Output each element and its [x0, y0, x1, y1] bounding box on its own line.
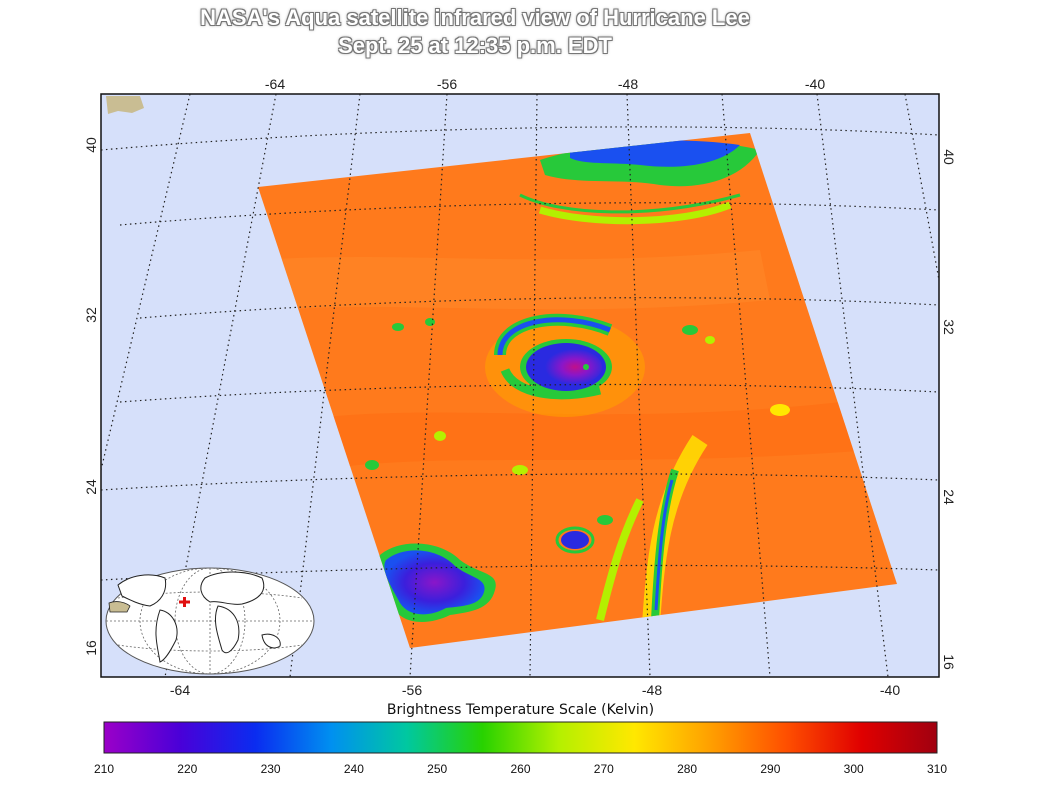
colorbar-tick-label: 310: [927, 762, 947, 776]
image-title: NASA's Aqua satellite infrared view of H…: [200, 5, 750, 30]
location-marker-icon: [179, 597, 190, 607]
lat-label-right: 16: [941, 654, 957, 670]
image-subtitle: Sept. 25 at 12:35 p.m. EDT: [338, 33, 612, 58]
colorbar-tick-label: 290: [760, 762, 780, 776]
landmass: [106, 96, 144, 114]
lon-label-top: -48: [618, 76, 638, 92]
colorbar-tick-label: 210: [94, 762, 114, 776]
colorbar-ticks: 210 220 230 240 250 260 270 280 290 300 310: [94, 762, 947, 776]
colorbar-tick-label: 250: [427, 762, 447, 776]
lat-label-left: 32: [83, 307, 99, 323]
colorbar-tick-label: 280: [677, 762, 697, 776]
lat-label-right: 40: [941, 149, 957, 165]
colorbar-tick-label: 270: [594, 762, 614, 776]
colorbar-tick-label: 240: [344, 762, 364, 776]
colorbar-tick-label: 260: [510, 762, 530, 776]
lat-label-left: 40: [83, 137, 99, 153]
colorbar: [103, 721, 938, 754]
lat-label-left: 24: [83, 479, 99, 495]
lat-label-right: 32: [941, 319, 957, 335]
lon-label-bottom: -48: [642, 682, 662, 698]
lon-label-bottom: -56: [402, 682, 422, 698]
lon-label-top: -64: [265, 76, 285, 92]
locator-globe-inset: [105, 567, 315, 675]
colorbar-tick-label: 220: [177, 762, 197, 776]
lon-label-top: -40: [805, 76, 825, 92]
lon-label-bottom: -40: [880, 682, 900, 698]
hurricane-eye: [583, 364, 589, 370]
lat-label-left: 16: [83, 640, 99, 656]
lon-label-top: -56: [437, 76, 457, 92]
lon-label-bottom: -64: [170, 682, 190, 698]
colorbar-tick-label: 300: [844, 762, 864, 776]
lat-label-right: 24: [941, 489, 957, 505]
colorbar-tick-label: 230: [261, 762, 281, 776]
graticule: [100, 93, 940, 678]
colorbar-title: Brightness Temperature Scale (Kelvin): [386, 702, 655, 718]
